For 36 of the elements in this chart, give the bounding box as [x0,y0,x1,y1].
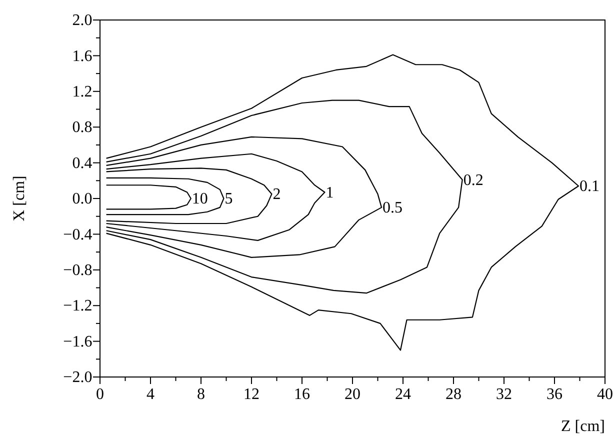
y-tick-label: −0.4 [63,226,92,244]
line-series [106,153,326,241]
x-tick-label: 12 [244,386,260,404]
line-series [106,136,382,258]
y-tick-label: −1.2 [63,298,92,315]
y-tick-label: 1.2 [72,84,92,101]
line-series [106,177,224,216]
series-label: 1 [326,184,334,202]
x-tick-label: 8 [197,386,205,404]
y-axis-title: X [cm] [11,176,28,222]
y-tick-label: −1.6 [63,333,92,350]
x-tick-label: 24 [395,386,411,404]
y-tick-label: 1.6 [72,48,92,65]
series-label: 0.1 [579,178,600,196]
y-tick-label: 0.4 [72,154,92,172]
x-tick-label: 32 [496,386,512,404]
x-tick-label: 0 [96,386,104,404]
y-tick-label: 0.0 [72,190,92,208]
y-tick-label: 0.8 [72,119,92,136]
y-tick-label: 2.0 [72,12,92,30]
x-tick-label: 40 [597,386,613,404]
x-tick-label: 20 [344,386,360,404]
x-axis-title: Z [cm] [561,418,605,435]
line-series [106,184,192,210]
series-label: 0.2 [463,172,484,189]
y-tick-label: −2.0 [63,369,92,386]
series-label: 2 [272,186,281,204]
x-tick-label: 16 [294,386,310,404]
x-tick-label: 4 [146,386,154,404]
series-label: 0.5 [382,199,403,216]
x-tick-label: 28 [446,386,462,404]
series-label: 10 [192,190,208,208]
y-tick-label: −0.8 [63,262,92,280]
x-tick-label: 36 [546,386,562,404]
series-label: 5 [224,190,233,208]
line-series [106,54,580,351]
